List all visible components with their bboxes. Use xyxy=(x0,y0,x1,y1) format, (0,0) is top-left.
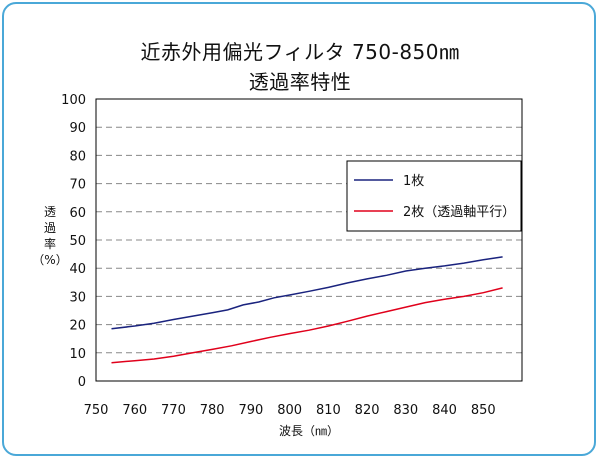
x-tick-label: 770 xyxy=(161,403,186,418)
series-line-2 xyxy=(111,287,503,364)
tick-labels: 0 10 20 30 40 50 60 70 80 90 100 750 760 770 780 790 800… xyxy=(61,93,496,418)
y-axis-label-line: 透 xyxy=(44,205,56,219)
y-tick-label: 30 xyxy=(69,290,86,305)
y-tick-label: 40 xyxy=(69,262,86,277)
y-tick-label: 0 xyxy=(78,375,86,390)
y-tick-label: 60 xyxy=(69,206,86,221)
x-axis-label: 波長（㎚） xyxy=(279,424,339,438)
plot-area xyxy=(95,98,523,382)
x-tick-label: 750 xyxy=(84,403,109,418)
legend-label-series-2: 2枚（透過軸平行） xyxy=(403,205,515,220)
legend-box xyxy=(346,160,522,232)
x-tick-label: 810 xyxy=(316,403,341,418)
x-tick-label: 800 xyxy=(277,403,302,418)
chart-title: 近赤外用偏光フィルタ 750-850㎚ xyxy=(140,40,460,64)
y-axis-label-line: 率 xyxy=(44,236,56,251)
x-tick-label: 820 xyxy=(355,403,380,418)
x-tick-label: 830 xyxy=(393,403,418,418)
legend-label-series-1: 1枚 xyxy=(403,174,424,189)
y-tick-label: 100 xyxy=(61,93,86,108)
y-tick-label: 90 xyxy=(69,121,86,136)
y-axis-label: 透 過 率 （%） xyxy=(32,205,67,267)
legend: 1枚 2枚（透過軸平行） xyxy=(346,160,522,232)
chart-subtitle: 透過率特性 xyxy=(248,70,352,94)
x-tick-label: 760 xyxy=(122,403,147,418)
y-axis-label-line: 過 xyxy=(44,221,56,235)
x-tick-label: 780 xyxy=(200,403,225,418)
series-line-1 xyxy=(111,256,503,330)
x-tick-label: 790 xyxy=(238,403,263,418)
y-tick-label: 50 xyxy=(69,234,86,249)
x-tick-label: 850 xyxy=(471,403,496,418)
y-tick-label: 20 xyxy=(69,319,86,334)
y-tick-label: 70 xyxy=(69,178,86,193)
x-tick-label: 840 xyxy=(432,403,457,418)
y-tick-label: 80 xyxy=(69,149,86,164)
series-lines xyxy=(111,256,503,364)
y-tick-label: 10 xyxy=(69,347,86,362)
y-axis-label-line: （%） xyxy=(32,253,67,267)
grid-lines xyxy=(96,126,522,354)
